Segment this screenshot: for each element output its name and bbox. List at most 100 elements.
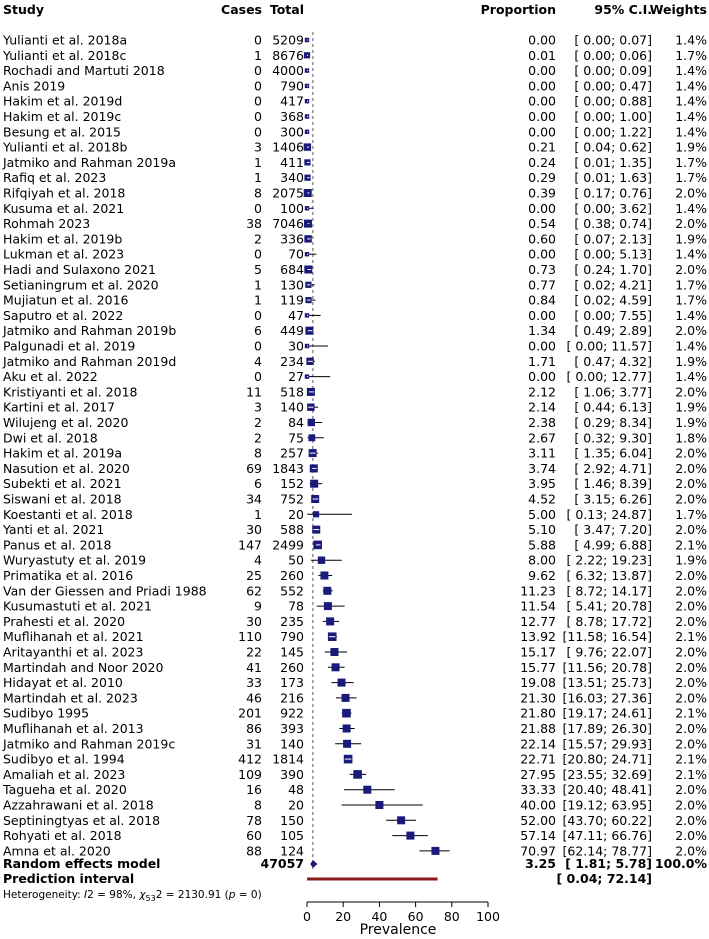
x-tick-label: 100 (476, 909, 500, 924)
study-ci: [ 0.00; 0.07] (574, 33, 652, 48)
study-cases: 0 (254, 109, 262, 124)
x-axis-label: Prevalence (360, 922, 437, 938)
study-total: 48 (288, 782, 304, 797)
study-name: Kristiyanti et al. 2018 (3, 384, 138, 399)
study-total: 130 (280, 277, 304, 292)
study-point-square (307, 418, 316, 427)
study-cases: 109 (238, 767, 262, 782)
study-point-square (308, 434, 316, 442)
study-point-square (337, 678, 346, 687)
study-proportion: 0.24 (528, 155, 556, 170)
heterogeneity-text: Heterogeneity: I2 = 98%, χ532 = 2130.91 … (3, 889, 262, 903)
study-ci: [20.40; 48.41] (562, 782, 652, 797)
study-proportion: 22.71 (520, 752, 556, 767)
study-total: 150 (280, 813, 304, 828)
study-row: Sudibyo 1995 201 922 21.80 [19.17; 24.61] 2.1… (3, 706, 707, 721)
x-tick-label: 60 (408, 909, 424, 924)
study-cases: 1 (254, 170, 262, 185)
study-name: Setianingrum et al. 2020 (3, 277, 159, 292)
study-total: 752 (280, 492, 304, 507)
study-ci: [ 0.13; 24.87] (566, 507, 652, 522)
study-weight: 1.7% (675, 293, 707, 308)
study-total: 20 (288, 507, 304, 522)
prediction-interval-bar (307, 877, 438, 881)
summary-rows: Random effects model 47057 3.25 [ 1.81; … (3, 856, 707, 903)
study-cases: 78 (246, 813, 262, 828)
study-total: 1406 (272, 140, 304, 155)
study-row: Tagueha et al. 2020 16 48 33.33 [20.40; 48.4… (2, 782, 707, 797)
study-name: Yanti et al. 2021 (2, 522, 104, 537)
study-proportion: 57.14 (520, 828, 556, 843)
study-total: 300 (280, 124, 304, 139)
study-cases: 88 (246, 843, 262, 858)
study-cases: 3 (254, 400, 262, 415)
study-total: 124 (280, 843, 304, 858)
study-row: Hakim et al. 2019b 2 336 0.60 [ 0.07; 2.13] 1… (3, 231, 707, 246)
study-total: 1843 (272, 461, 304, 476)
study-ci: [ 1.35; 6.04] (574, 446, 652, 461)
study-total: 5209 (272, 33, 304, 48)
study-weight: 1.7% (675, 48, 707, 63)
study-weight: 2.0% (675, 186, 707, 201)
study-row: Anis 2019 0 790 0.00 [ 0.00; 0.47] 1.4% (3, 78, 707, 93)
study-total: 78 (288, 599, 304, 614)
study-cases: 8 (254, 798, 262, 813)
study-weight: 1.4% (675, 78, 707, 93)
study-ci: [ 0.00; 7.55] (574, 308, 652, 323)
study-cases: 2 (254, 415, 262, 430)
study-ci: [ 0.17; 0.76] (574, 186, 652, 201)
study-proportion: 21.80 (520, 706, 556, 721)
study-point-square (375, 801, 384, 809)
study-weight: 1.7% (675, 507, 707, 522)
header-total: Total (270, 2, 304, 17)
study-proportion: 21.30 (520, 690, 556, 705)
study-ci: [ 0.49; 2.89] (574, 323, 652, 338)
study-total: 50 (288, 553, 304, 568)
study-row: Van der Giessen and Priadi 1988 62 552 11.2… (3, 583, 707, 598)
study-proportion: 5.00 (528, 507, 556, 522)
study-ci: [16.03; 27.36] (562, 690, 652, 705)
study-total: 922 (280, 706, 304, 721)
study-proportion: 0.84 (528, 293, 556, 308)
study-cases: 0 (254, 33, 262, 48)
study-total: 260 (280, 660, 304, 675)
study-name: Palgunadi et al. 2019 (3, 339, 135, 354)
study-proportion: 1.71 (528, 354, 556, 369)
study-total: 257 (280, 446, 304, 461)
study-row: Jatmiko and Rahman 2019a 1 411 0.24 [ 0.01; … (2, 155, 707, 170)
x-tick-label: 20 (335, 909, 351, 924)
study-name: Jatmiko and Rahman 2019d (2, 354, 176, 369)
study-weight: 2.1% (675, 752, 707, 767)
study-ci: [ 5.41; 20.78] (566, 599, 652, 614)
study-proportion: 1.34 (528, 323, 556, 338)
study-cases: 1 (254, 277, 262, 292)
random-effects-total: 47057 (261, 856, 305, 871)
study-name: Saputro et al. 2022 (3, 308, 123, 323)
study-row: Jatmiko and Rahman 2019b 6 449 1.34 [ 0.49; … (2, 323, 707, 338)
study-proportion: 0.29 (528, 170, 556, 185)
study-point-square (341, 693, 350, 702)
header-proportion: Proportion (481, 2, 556, 17)
study-weight: 2.0% (675, 216, 707, 231)
study-row: Siswani et al. 2018 34 752 4.52 [ 3.15; 6.26… (3, 492, 707, 507)
study-ci: [ 0.00; 3.62] (574, 201, 652, 216)
study-name: Rohyati et al. 2018 (3, 828, 122, 843)
study-row: Saputro et al. 2022 0 47 0.00 [ 0.00; 7.55] 1… (3, 308, 707, 323)
study-row: Yulianti et al. 2018a 0 5209 0.00 [ 0.00; 0.… (2, 33, 707, 48)
study-row: Kartini et al. 2017 3 140 2.14 [ 0.44; 6.13]… (3, 400, 707, 415)
study-name: Sudibyo et al. 1994 (3, 752, 125, 767)
study-total: 790 (280, 78, 304, 93)
study-proportion: 70.97 (520, 843, 556, 858)
study-ci: [ 0.00; 0.09] (574, 63, 652, 78)
study-weight: 1.9% (675, 553, 707, 568)
study-ci: [ 0.01; 1.35] (574, 155, 652, 170)
study-weight: 1.4% (675, 109, 707, 124)
study-cases: 4 (254, 553, 262, 568)
study-name: Sudibyo 1995 (3, 706, 89, 721)
study-row: Muflihanah et al. 2013 86 393 21.88 [17.89; … (3, 721, 707, 736)
study-row: Prahesti et al. 2020 30 235 12.77 [ 8.78; 17… (3, 614, 707, 629)
study-cases: 34 (246, 492, 262, 507)
study-total: 234 (280, 354, 304, 369)
study-total: 105 (280, 828, 304, 843)
